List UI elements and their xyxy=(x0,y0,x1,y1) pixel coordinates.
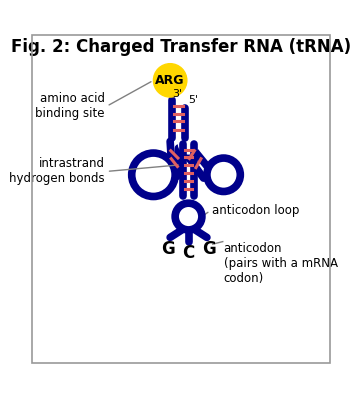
Circle shape xyxy=(175,203,202,230)
Circle shape xyxy=(178,134,198,154)
Circle shape xyxy=(132,153,175,197)
Text: anticodon loop: anticodon loop xyxy=(212,204,299,217)
Text: Fig. 2: Charged Transfer RNA (tRNA): Fig. 2: Charged Transfer RNA (tRNA) xyxy=(11,38,351,56)
Text: anticodon
(pairs with a mRNA
codon): anticodon (pairs with a mRNA codon) xyxy=(224,242,338,285)
Circle shape xyxy=(153,64,187,97)
Circle shape xyxy=(207,158,240,191)
Text: G: G xyxy=(161,240,175,258)
Text: intrastrand
hydrogen bonds: intrastrand hydrogen bonds xyxy=(9,158,105,185)
Text: 3': 3' xyxy=(173,89,183,99)
Text: ARG: ARG xyxy=(155,74,185,87)
Text: C: C xyxy=(182,244,195,262)
Text: 5': 5' xyxy=(189,96,199,105)
Text: amino acid
binding site: amino acid binding site xyxy=(35,92,105,120)
Text: G: G xyxy=(202,240,215,258)
